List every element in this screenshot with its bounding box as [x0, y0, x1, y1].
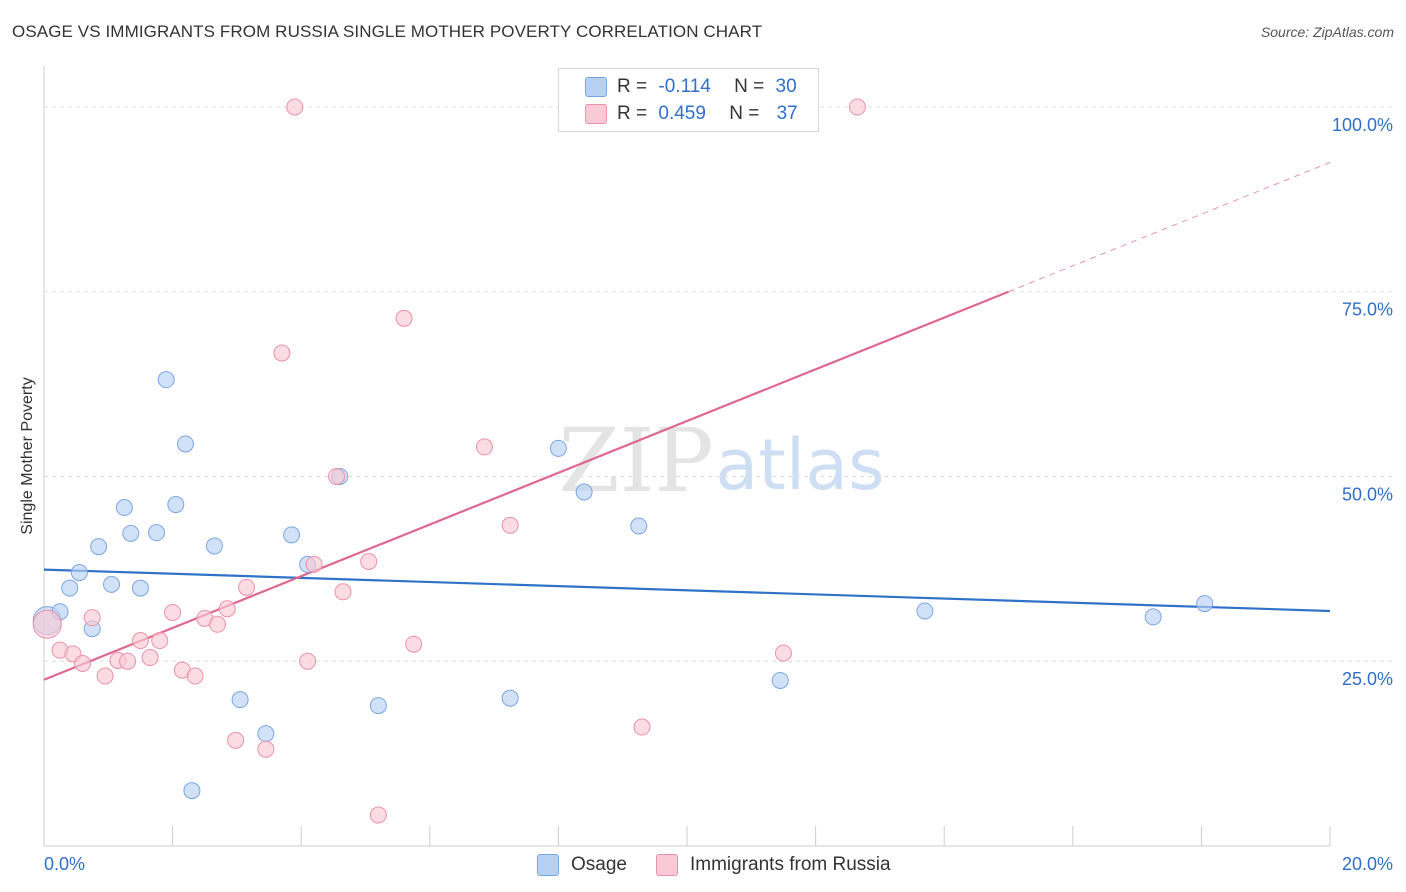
- trend-lines: [43, 161, 1331, 681]
- correlation-legend: R = -0.114 N = 30 R = 0.459 N = 37: [558, 68, 819, 132]
- gridlines: [44, 106, 1394, 662]
- osage-point: [167, 496, 185, 514]
- russia-r-value: 0.459: [658, 103, 706, 124]
- osage-n-value: 30: [775, 76, 797, 97]
- chart-title: OSAGE VS IMMIGRANTS FROM RUSSIA SINGLE M…: [12, 22, 763, 41]
- osage-point: [183, 782, 201, 800]
- legend-russia-text: R = 0.459 N = 37: [617, 103, 798, 124]
- osage-point: [70, 564, 88, 582]
- russia-legend-swatch: [656, 854, 678, 876]
- osage-point: [157, 371, 175, 389]
- russia-point: [334, 583, 352, 601]
- russia-point: [257, 740, 275, 758]
- osage-point: [61, 579, 79, 597]
- russia-point: [273, 344, 291, 362]
- russia-point: [238, 578, 256, 596]
- osage-swatch: [585, 77, 607, 97]
- axes: [43, 66, 1331, 847]
- watermark: ZIP atlas: [558, 409, 884, 512]
- legend-osage-text: R = -0.114 N = 30: [617, 76, 797, 97]
- osage-point: [148, 524, 166, 542]
- source-label: Source: ZipAtlas.com: [1260, 24, 1394, 40]
- y-tick-label: 75.0%: [1342, 300, 1393, 320]
- osage-legend-swatch: [537, 854, 559, 876]
- osage-point: [283, 526, 301, 544]
- russia-point: [209, 615, 227, 633]
- osage-point: [916, 602, 934, 620]
- russia-point: [119, 652, 137, 670]
- osage-point: [575, 483, 593, 501]
- osage-legend-label: Osage: [571, 854, 627, 875]
- osage-point: [369, 697, 387, 715]
- osage-point: [549, 439, 567, 457]
- osage-trend-line: [43, 568, 1331, 613]
- osage-point: [231, 691, 249, 709]
- russia-swatch: [585, 104, 607, 124]
- osage-point: [1196, 595, 1214, 613]
- russia-point: [299, 652, 317, 670]
- russia-point: [186, 667, 204, 685]
- data-points: [32, 98, 1214, 824]
- russia-point: [774, 644, 792, 662]
- russia-point: [74, 654, 92, 672]
- russia-point: [405, 635, 423, 653]
- russia-point: [395, 309, 413, 327]
- russia-point: [227, 731, 245, 749]
- osage-point: [501, 689, 519, 707]
- osage-point: [630, 517, 648, 535]
- russia-legend-label: Immigrants from Russia: [690, 854, 891, 875]
- russia-point: [151, 632, 169, 650]
- osage-point: [176, 435, 194, 453]
- russia-point: [96, 667, 114, 685]
- russia-n-value: 37: [776, 103, 798, 124]
- russia-point: [141, 649, 159, 667]
- y-tick-label: 50.0%: [1342, 484, 1393, 504]
- russia-point: [360, 552, 378, 570]
- russia-point: [305, 555, 323, 573]
- legend-item-russia: Immigrants from Russia: [656, 852, 891, 878]
- russia-point: [328, 467, 346, 485]
- osage-point: [131, 579, 149, 597]
- russia-point: [131, 632, 149, 650]
- russia-point: [83, 609, 101, 627]
- osage-point: [1144, 608, 1162, 626]
- x-tick-label-min: 0.0%: [44, 854, 85, 874]
- osage-point: [257, 725, 275, 743]
- russia-point: [218, 600, 236, 618]
- russia-point: [475, 438, 493, 456]
- x-tick-label-max: 20.0%: [1342, 854, 1393, 874]
- y-tick-label: 100.0%: [1332, 115, 1393, 135]
- russia-point: [633, 718, 651, 736]
- russia-point: [164, 603, 182, 621]
- russia-point: [369, 806, 387, 824]
- tick-labels: 25.0% 50.0% 75.0% 100.0% 0.0% 20.0%: [44, 115, 1393, 874]
- osage-point: [103, 575, 121, 593]
- osage-point: [205, 537, 223, 555]
- osage-point: [115, 499, 133, 517]
- osage-point: [122, 524, 140, 542]
- russia-point: [32, 609, 62, 639]
- russia-point: [286, 98, 304, 116]
- russia-point: [848, 98, 866, 116]
- osage-point: [90, 538, 108, 556]
- legend-item-osage: Osage: [537, 852, 627, 878]
- russia-trend-extension: [1008, 161, 1331, 293]
- osage-point: [771, 671, 789, 689]
- watermark-atlas: atlas: [715, 424, 884, 506]
- russia-point: [501, 516, 519, 534]
- y-tick-label: 25.0%: [1342, 669, 1393, 689]
- osage-r-value: -0.114: [658, 76, 711, 97]
